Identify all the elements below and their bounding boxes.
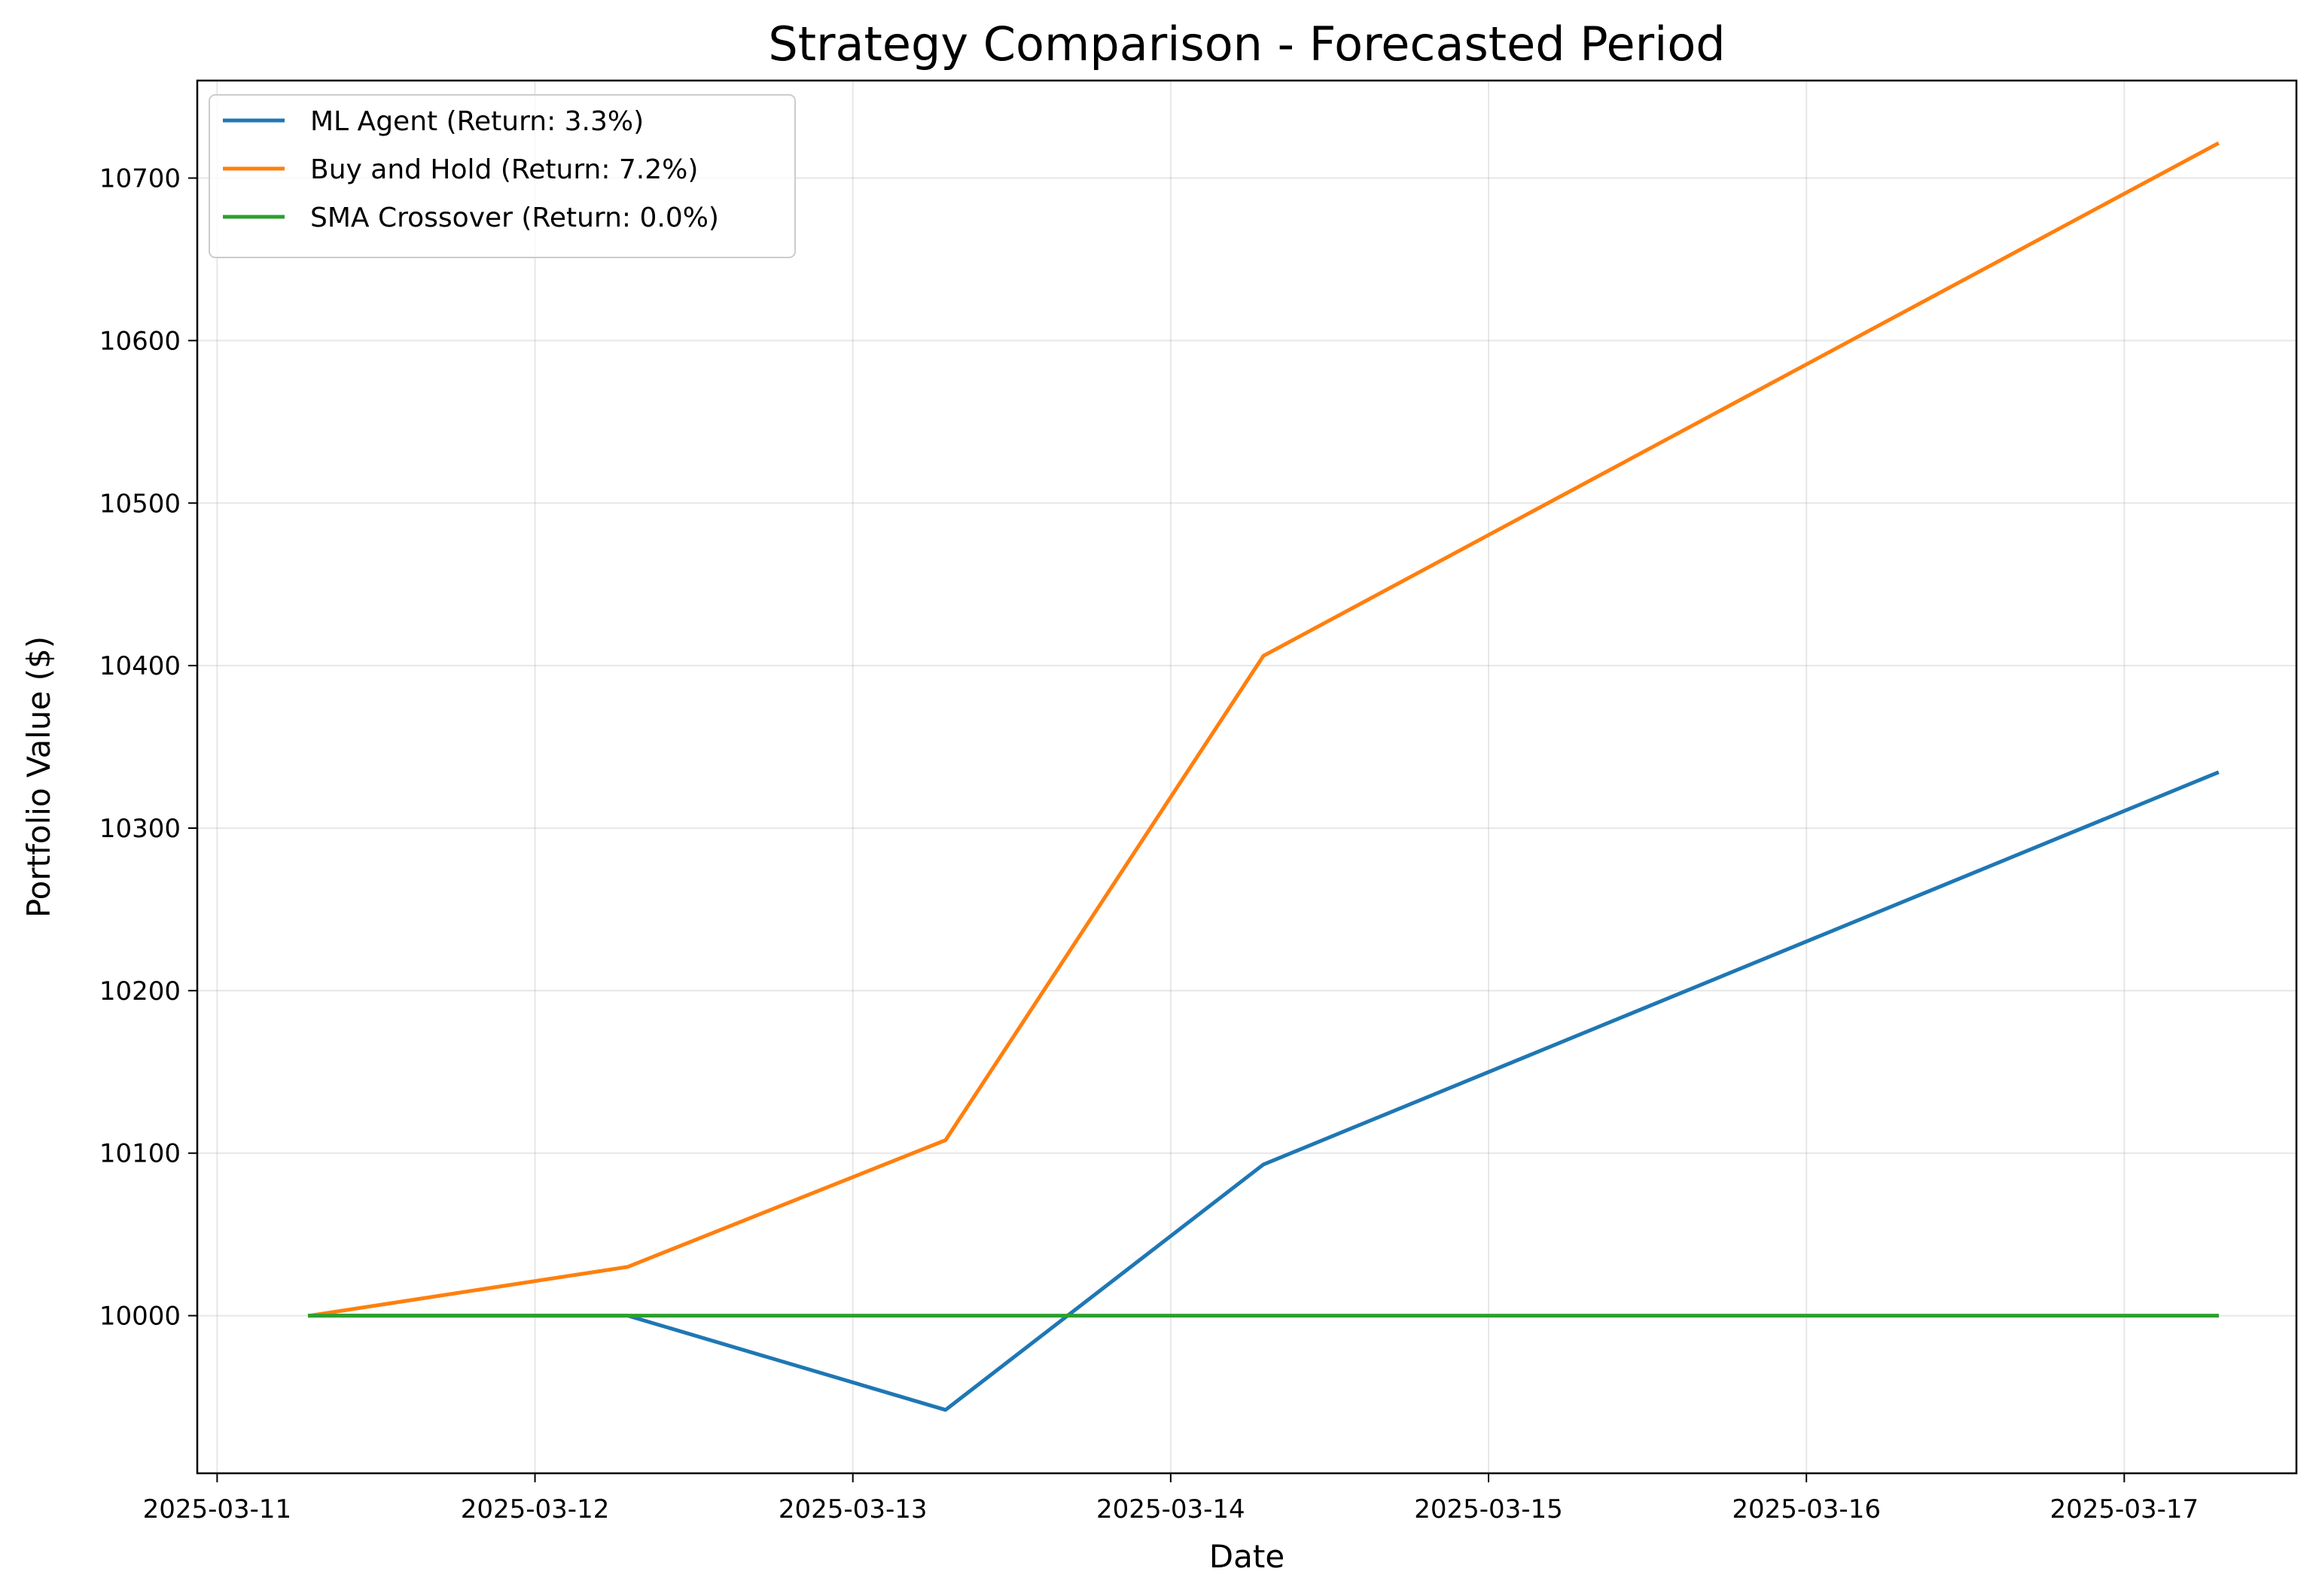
x-tick-label: 2025-03-12 xyxy=(461,1494,610,1524)
x-tick-label: 2025-03-15 xyxy=(1414,1494,1563,1524)
legend-label: Buy and Hold (Return: 7.2%) xyxy=(310,154,698,185)
y-tick-label: 10200 xyxy=(99,976,181,1007)
x-tick-label: 2025-03-16 xyxy=(1732,1494,1881,1524)
series-layer xyxy=(307,141,2220,1412)
series-line xyxy=(307,141,2220,1318)
y-tick-label: 10000 xyxy=(99,1302,181,1332)
x-axis-label: Date xyxy=(1209,1538,1284,1575)
y-axis-label: Portfolio Value ($) xyxy=(20,636,57,918)
y-tick-label: 10700 xyxy=(99,164,181,194)
y-tick-label: 10300 xyxy=(99,814,181,844)
y-tick-label: 10600 xyxy=(99,326,181,356)
legend-box xyxy=(209,94,796,258)
x-tick-label: 2025-03-14 xyxy=(1096,1494,1245,1524)
x-tick-label: 2025-03-13 xyxy=(779,1494,928,1524)
legend: ML Agent (Return: 3.3%) Buy and Hold (Ret… xyxy=(209,94,796,258)
plot-frame xyxy=(196,79,2298,1475)
legend-label: SMA Crossover (Return: 0.0%) xyxy=(310,203,719,233)
y-tick-label: 10100 xyxy=(99,1139,181,1169)
legend-label: ML Agent (Return: 3.3%) xyxy=(310,106,644,137)
x-tick-label: 2025-03-17 xyxy=(2050,1494,2199,1524)
y-tick-label: 10500 xyxy=(99,489,181,519)
x-tick-label: 2025-03-11 xyxy=(143,1494,292,1524)
y-tick-label: 10400 xyxy=(99,651,181,681)
chart-title: Strategy Comparison - Forecasted Period xyxy=(768,17,1725,72)
tick-layer: 2025-03-11 2025-03-12 2025-03-13 2025-03-14… xyxy=(99,164,2199,1524)
